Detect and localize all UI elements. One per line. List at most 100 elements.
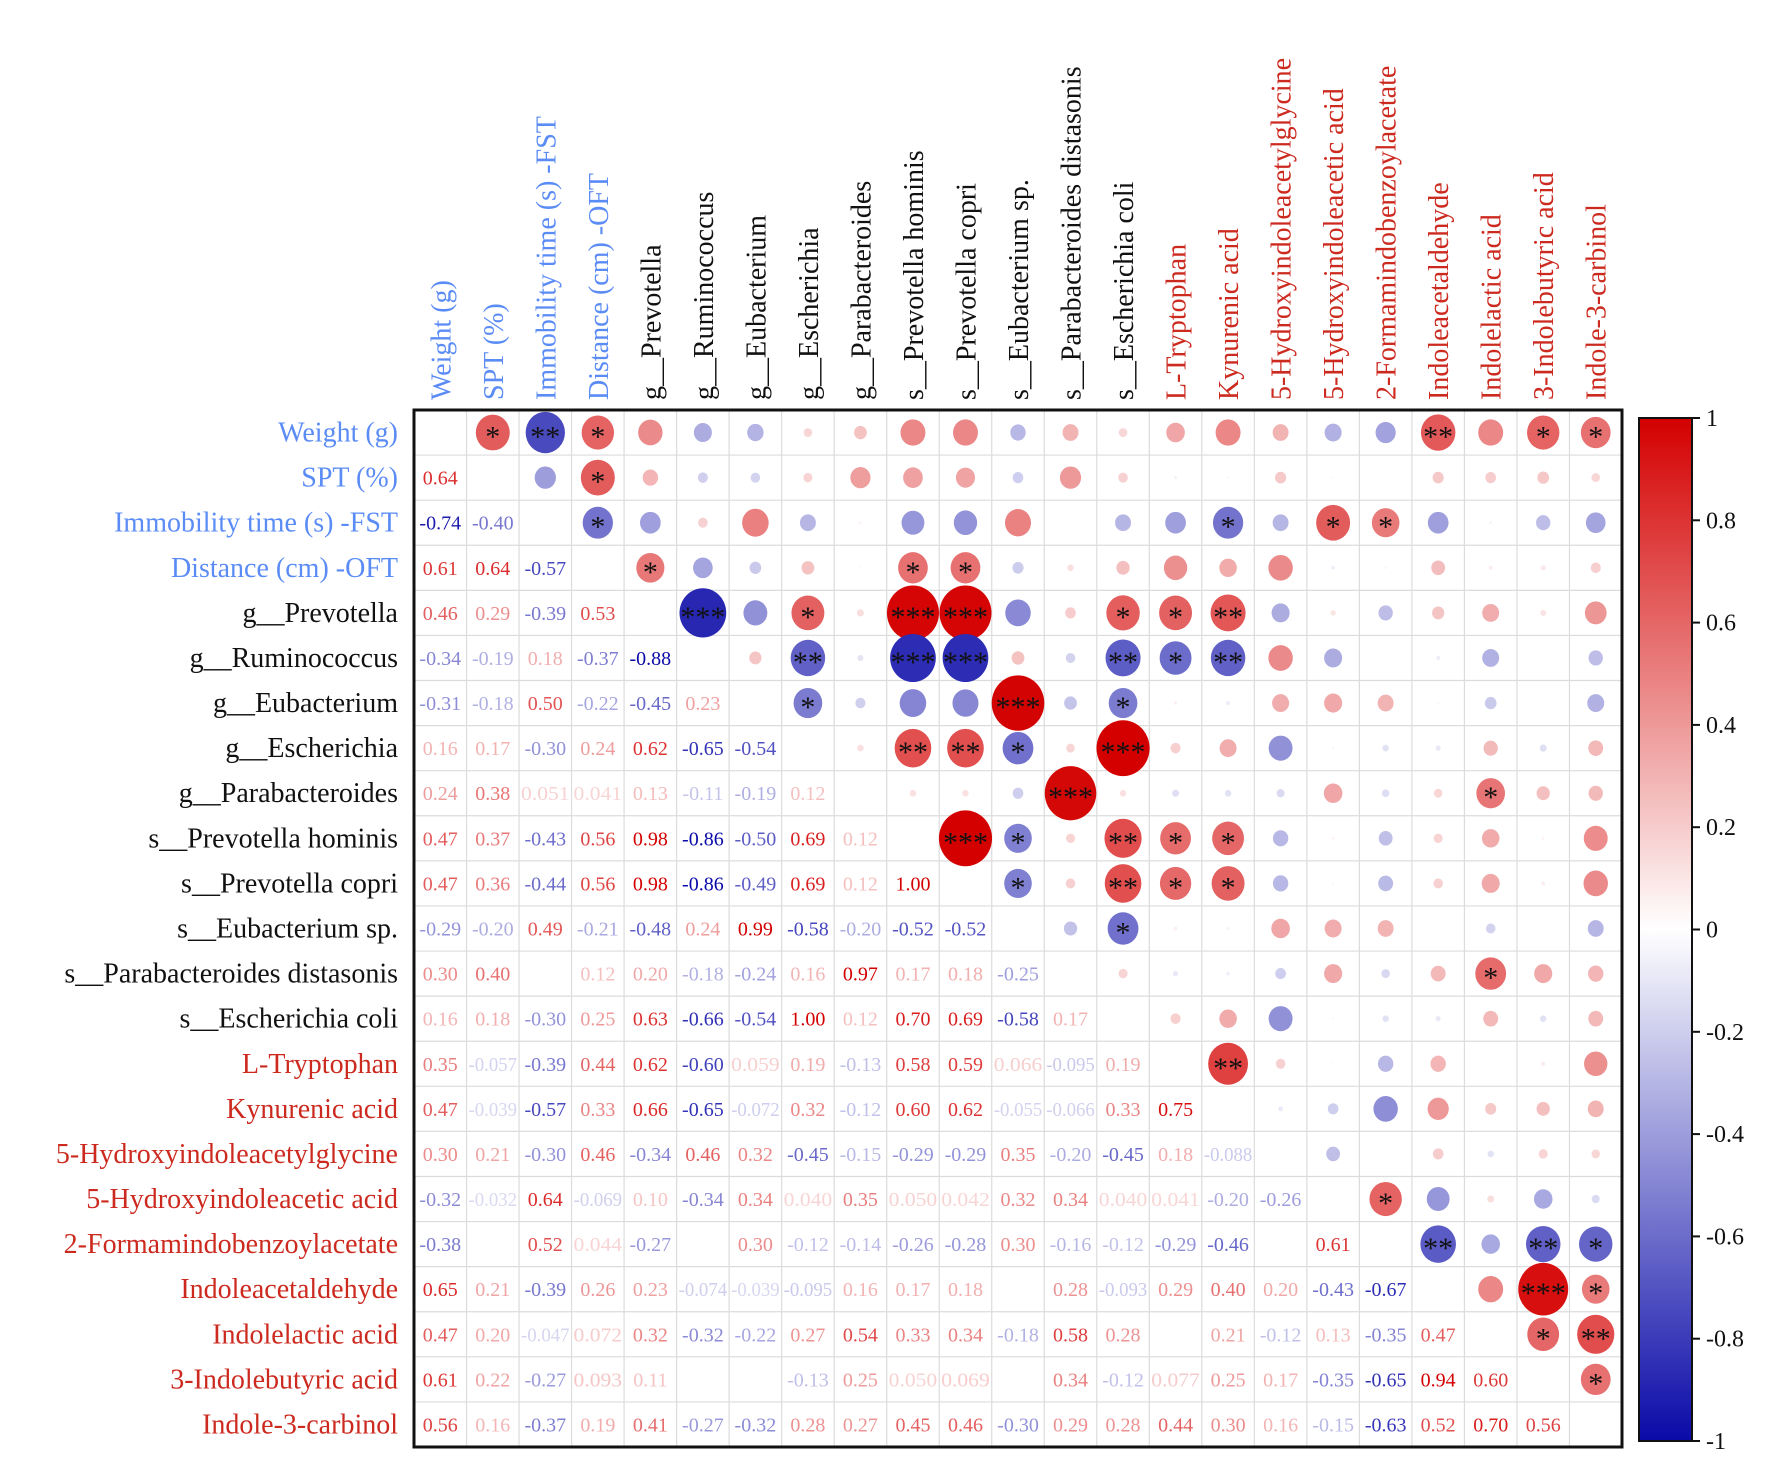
correlation-circle: [1432, 471, 1444, 484]
coefficient-label: 0.64: [528, 1189, 563, 1211]
correlation-circle: [909, 789, 917, 797]
correlation-circle: [1212, 821, 1245, 856]
colorbar-tick-label: -1: [1706, 1429, 1726, 1452]
significance-stars: *: [1168, 601, 1183, 634]
coefficient-label: -0.27: [524, 1369, 566, 1391]
coefficient-label: -0.29: [419, 919, 461, 941]
coefficient-label: -0.63: [1365, 1414, 1407, 1436]
correlation-circle: [1534, 964, 1553, 984]
coefficient-label: 0.30: [423, 964, 458, 986]
coefficient-label: 0.37: [475, 828, 510, 850]
correlation-circle: [952, 689, 979, 717]
coefficient-label: 0.041: [574, 783, 623, 805]
correlation-circle: [1381, 789, 1390, 798]
column-label: Distance (cm) -OFT: [584, 173, 615, 400]
coefficient-label: 0.47: [423, 828, 458, 850]
correlation-circle: [1475, 957, 1507, 990]
correlation-circle: [1426, 1187, 1450, 1212]
correlation-circle: [1542, 656, 1545, 659]
coefficient-label: -0.074: [679, 1279, 728, 1301]
coefficient-label: 0.64: [423, 468, 458, 490]
coefficient-label: -0.18: [472, 693, 514, 715]
correlation-circle: [1518, 1262, 1569, 1316]
column-label: g__Eubacterium: [741, 215, 772, 400]
correlation-circle: [899, 689, 927, 718]
coefficient-label: 0.13: [633, 783, 668, 805]
coefficient-label: 0.62: [633, 1054, 668, 1076]
colorbar-tick-label: 0: [1706, 918, 1718, 944]
coefficient-label: -0.49: [735, 873, 777, 895]
correlation-circle: [1588, 740, 1604, 756]
coefficient-label: 0.19: [1106, 1054, 1141, 1076]
correlation-circle: [1105, 639, 1141, 677]
correlation-circle: [1533, 1189, 1553, 1209]
coefficient-label: -0.40: [472, 513, 514, 535]
coefficient-label: -0.60: [682, 1054, 724, 1076]
coefficient-label: -0.19: [472, 648, 514, 670]
coefficient-label: -0.30: [524, 1009, 566, 1031]
correlation-circle: [894, 728, 932, 768]
coefficient-label: -0.31: [419, 693, 461, 715]
significance-stars: **: [1423, 421, 1453, 454]
significance-stars: ***: [943, 826, 988, 859]
correlation-circle: [639, 511, 661, 534]
correlation-circle: [1585, 512, 1606, 534]
correlation-circle: [1332, 1062, 1335, 1065]
correlation-circle: [1271, 918, 1290, 939]
correlation-circle: [1063, 921, 1078, 936]
correlation-circle: [1384, 476, 1387, 479]
correlation-circle: [1059, 466, 1082, 489]
correlation-circle: [953, 510, 978, 536]
correlation-circle: [1588, 965, 1604, 982]
correlation-circle: [1382, 744, 1389, 752]
correlation-circle: [1066, 743, 1075, 753]
correlation-circle: [1584, 1051, 1608, 1077]
coefficient-label: 0.69: [948, 1009, 983, 1031]
correlation-circle: [1588, 785, 1603, 801]
coefficient-label: 0.33: [580, 1099, 615, 1121]
coefficient-label: 0.70: [895, 1009, 930, 1031]
column-labels: Weight (g) SPT (%) Immobility time (s) -FS…: [426, 58, 1612, 400]
coefficient-label: 0.27: [790, 1324, 825, 1346]
correlation-circle: [1481, 873, 1500, 893]
coefficient-label: -0.25: [997, 964, 1039, 986]
significance-stars: *: [1378, 511, 1393, 544]
correlation-circle: [1382, 1015, 1389, 1023]
significance-stars: *: [1483, 962, 1498, 995]
significance-stars: *: [1011, 736, 1026, 769]
coefficient-label: 0.17: [475, 738, 510, 760]
correlation-circle: [1527, 415, 1560, 450]
coefficient-label: 0.077: [1151, 1369, 1200, 1391]
coefficient-label: 0.94: [1421, 1369, 1456, 1391]
coefficient-label: 0.98: [633, 828, 668, 850]
correlation-circle: [636, 552, 665, 583]
coefficient-label: 0.30: [423, 1144, 458, 1166]
coefficient-label: -0.19: [735, 783, 777, 805]
correlation-circle: [582, 506, 613, 539]
significance-stars: *: [958, 556, 973, 589]
significance-stars: **: [950, 736, 980, 769]
coefficient-label: -0.32: [735, 1414, 777, 1436]
coefficient-label: -0.32: [682, 1324, 724, 1346]
coefficient-label: -0.072: [731, 1099, 780, 1121]
correlation-circle: [1118, 428, 1128, 438]
coefficient-label: 0.52: [1421, 1414, 1456, 1436]
row-label: Indolelactic acid: [212, 1319, 398, 1350]
significance-stars: *: [1588, 1277, 1603, 1310]
coefficient-label: -0.37: [577, 648, 619, 670]
coefficient-label: -0.13: [787, 1369, 829, 1391]
coefficient-label: 0.24: [423, 783, 458, 805]
correlation-circle: [1487, 1195, 1495, 1203]
correlation-circle: [1104, 818, 1142, 858]
correlation-circle: [1011, 651, 1025, 665]
coefficient-label: -0.14: [840, 1234, 882, 1256]
correlation-circle: [991, 675, 1045, 731]
coefficient-label: -0.67: [1365, 1279, 1407, 1301]
coefficient-label: 0.18: [475, 1009, 510, 1031]
correlation-circle: [1435, 1016, 1441, 1022]
row-label: s__Parabacteroides distasonis: [64, 959, 398, 990]
correlation-circle: [1489, 1062, 1492, 1065]
coefficient-label: 0.050: [889, 1369, 938, 1391]
coefficient-label: 0.12: [843, 1009, 878, 1031]
correlation-circle: [697, 472, 708, 483]
